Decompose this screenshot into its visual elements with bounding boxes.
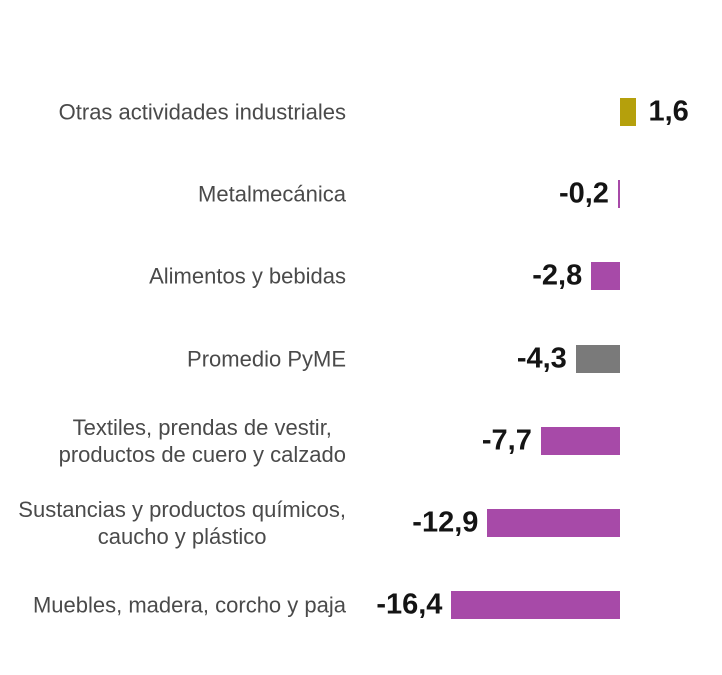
category-label: Sustancias y productos químicos, caucho y…: [18, 496, 346, 550]
category-label-line: productos de cuero y calzado: [58, 441, 346, 467]
category-label-line: Metalmecánica: [198, 181, 346, 207]
category-label: Otras actividades industriales: [59, 99, 346, 126]
bar: [575, 344, 620, 373]
category-label-line: Sustancias y productos químicos,: [18, 496, 346, 522]
bar: [451, 591, 620, 620]
value-label: -16,4: [376, 588, 443, 621]
category-label-line: Promedio PyME: [187, 346, 346, 371]
category-label: Metalmecánica: [198, 181, 346, 208]
bar: [487, 508, 620, 537]
category-label: Promedio PyME: [187, 345, 346, 372]
bar: [591, 262, 620, 291]
value-label: -12,9: [412, 506, 479, 539]
value-label: -7,7: [481, 424, 532, 457]
category-label-line: Textiles, prendas de vestir,: [72, 414, 332, 440]
category-label: Alimentos y bebidas: [149, 263, 346, 290]
category-label: Muebles, madera, corcho y paja: [33, 592, 346, 619]
bar: [540, 426, 620, 455]
value-label: -2,8: [532, 259, 583, 292]
value-label: -4,3: [516, 342, 567, 374]
bar: [620, 98, 637, 126]
bar: [617, 180, 620, 209]
category-label: Textiles, prendas de vestir, productos de…: [59, 414, 346, 468]
value-label: -0,2: [558, 177, 609, 210]
category-label-line: Otras actividades industriales: [58, 99, 346, 125]
category-label-line: Alimentos y bebidas: [149, 263, 346, 289]
category-label-line: Muebles, madera, corcho y paja: [32, 592, 346, 618]
category-label-line: caucho y plástico: [97, 523, 267, 549]
value-label: 1,6: [648, 95, 689, 128]
